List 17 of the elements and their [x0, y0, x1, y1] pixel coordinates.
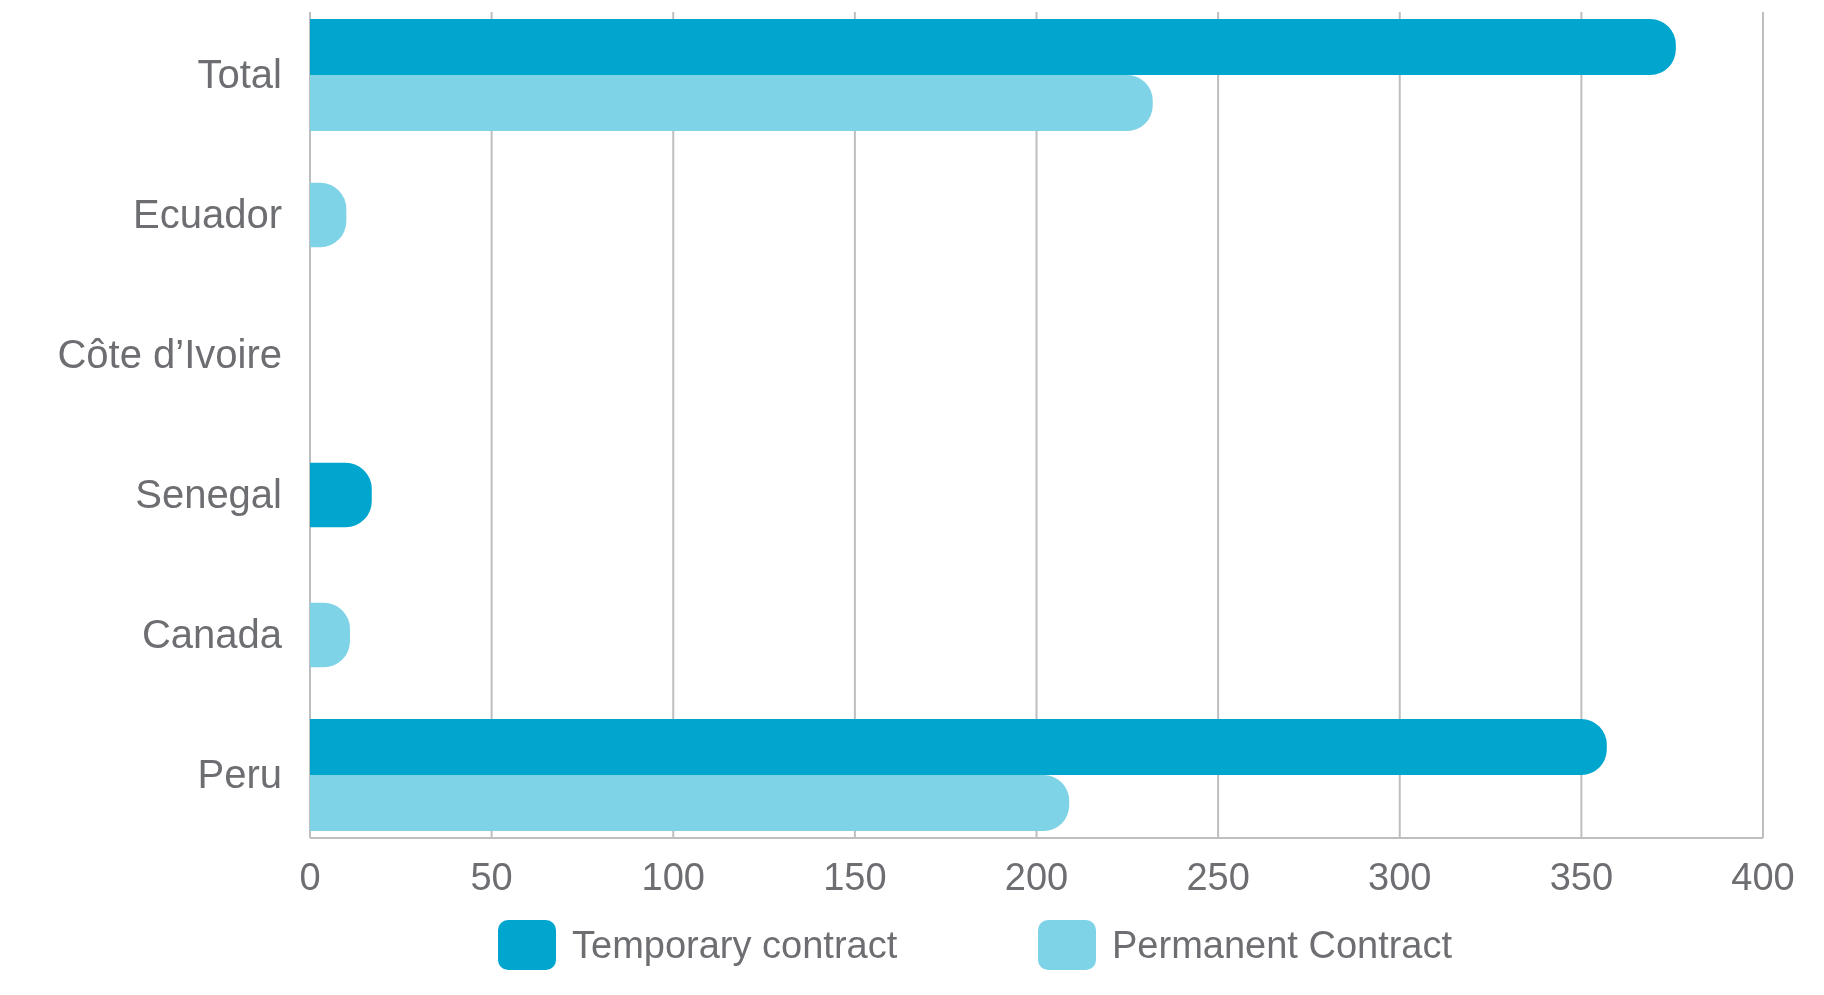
x-tick-label: 100	[641, 856, 705, 898]
legend-label: Temporary contract	[572, 924, 898, 966]
x-tick-label: 350	[1549, 856, 1614, 898]
x-tick-label: 200	[1004, 856, 1069, 898]
y-tick-label: Senegal	[135, 472, 282, 516]
legend-label: Permanent Contract	[1112, 924, 1453, 966]
y-tick-label: Canada	[141, 612, 283, 656]
x-tick-label: 250	[1186, 856, 1250, 898]
y-tick-label: Peru	[197, 752, 282, 796]
y-tick-label: Côte d’Ivoire	[57, 332, 282, 376]
y-tick-label: Ecuador	[133, 192, 282, 236]
x-tick-label: 50	[470, 856, 513, 898]
x-tick-label: 0	[299, 856, 321, 898]
y-tick-label: Total	[197, 52, 282, 96]
x-tick-label: 400	[1731, 856, 1795, 898]
x-tick-label: 300	[1368, 856, 1432, 898]
x-tick-label: 150	[823, 856, 887, 898]
